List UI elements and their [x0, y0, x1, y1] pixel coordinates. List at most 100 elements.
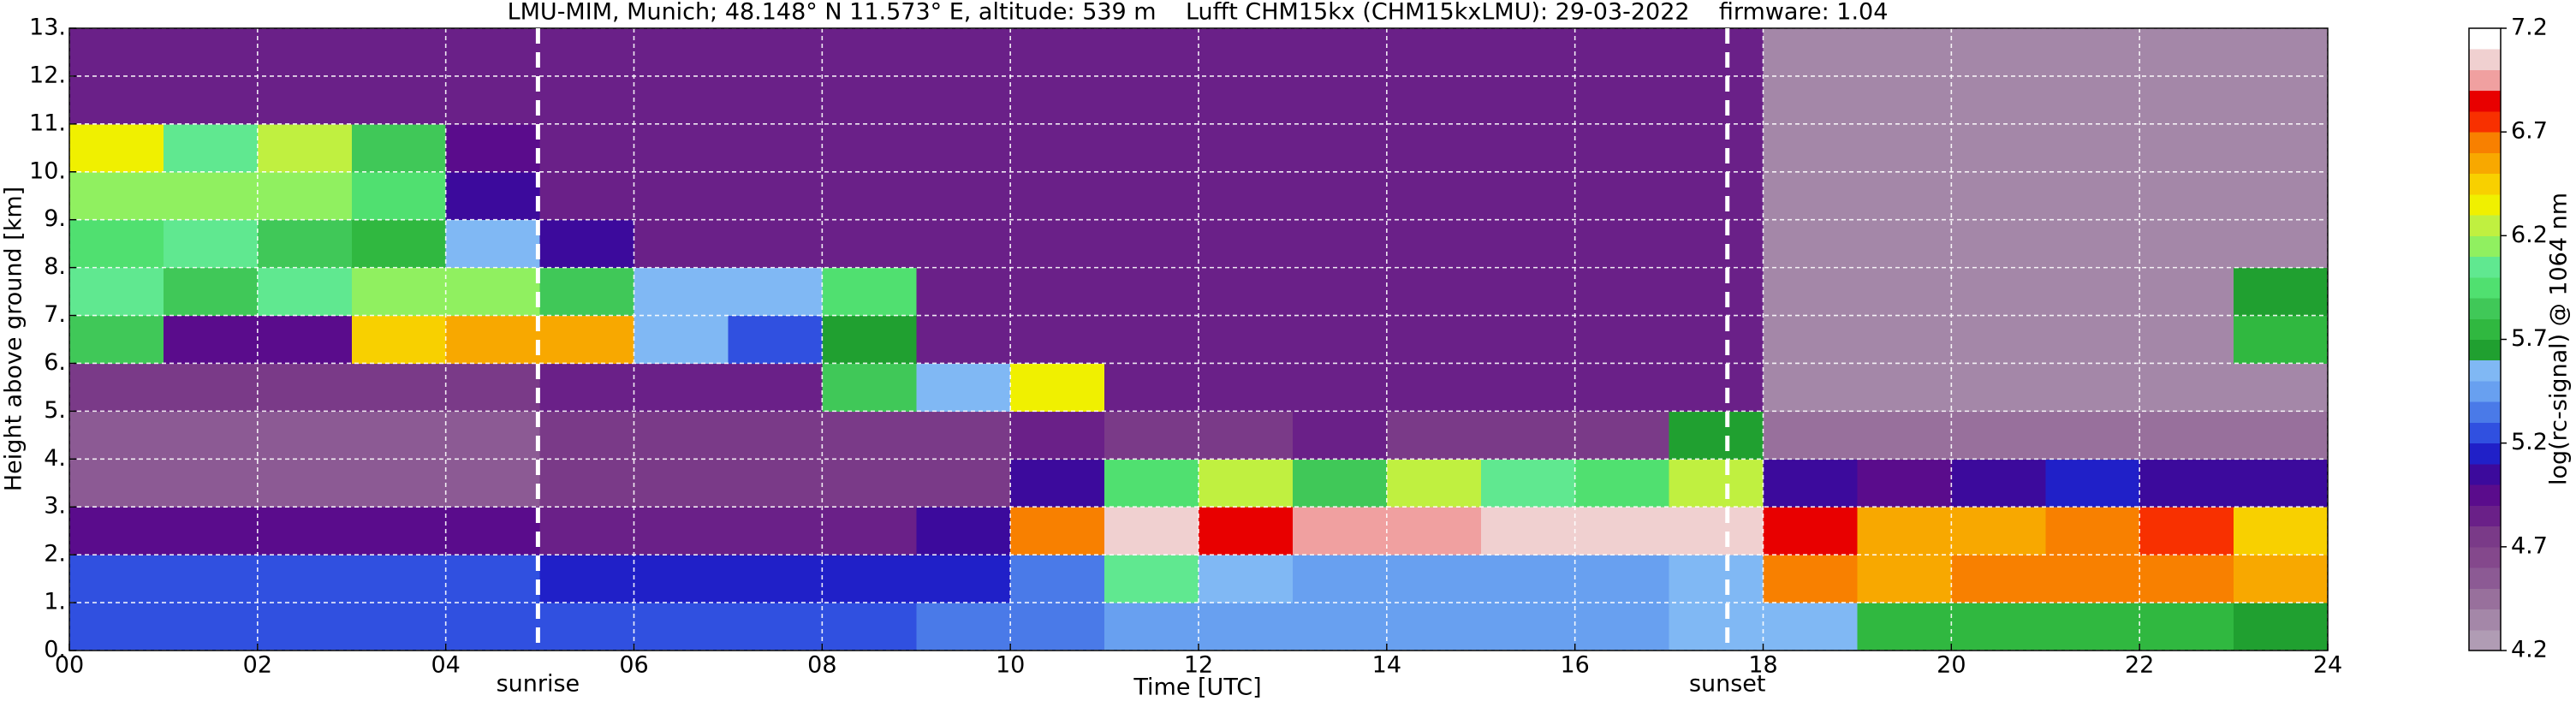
heatmap-cell [916, 171, 1011, 221]
heatmap-cell [728, 75, 823, 125]
heatmap-cell [1763, 28, 1858, 77]
heatmap-cell [2045, 171, 2140, 221]
heatmap-cell [1951, 28, 2046, 77]
heatmap-cell [1763, 459, 1858, 508]
x-axis-label: Time [UTC] [1133, 674, 1261, 701]
heatmap-cell [69, 219, 164, 269]
colorbar-swatch [2469, 526, 2501, 548]
heatmap-cell [445, 75, 541, 125]
heatmap-cell [1104, 219, 1199, 269]
heatmap-cell [1386, 219, 1482, 269]
heatmap-cell [1857, 267, 1952, 317]
heatmap-cell [1951, 123, 2046, 173]
heatmap-cell [1857, 603, 1952, 651]
heatmap-cell [1292, 171, 1388, 221]
heatmap-cell [163, 123, 259, 173]
heatmap-cell [634, 363, 729, 412]
heatmap-cell [2139, 411, 2234, 460]
heatmap-cell [2045, 123, 2140, 173]
heatmap-cell [445, 603, 541, 651]
colorbar-swatch [2469, 110, 2501, 133]
heatmap-cell [2139, 267, 2234, 317]
heatmap-cell [539, 75, 634, 125]
heatmap-cell [257, 459, 353, 508]
heatmap-cell [539, 411, 634, 460]
x-tick-label: 10 [996, 652, 1025, 679]
heatmap-cell [728, 411, 823, 460]
heatmap-cell [2139, 555, 2234, 603]
heatmap-cell [1292, 28, 1388, 77]
heatmap-cell [2139, 315, 2234, 364]
heatmap-cell [2139, 603, 2234, 651]
heatmap-cell [1010, 315, 1105, 364]
heatmap-cell [2139, 75, 2234, 125]
heatmap-cell [822, 555, 917, 603]
heatmap-cell [1386, 123, 1482, 173]
heatmap-cell [2234, 28, 2329, 77]
heatmap-cell [163, 603, 259, 651]
heatmap-cell [539, 363, 634, 412]
heatmap-cell [163, 28, 259, 77]
heatmap-cell [1857, 411, 1952, 460]
heatmap-cell [822, 411, 917, 460]
heatmap-cell [539, 28, 634, 77]
heatmap-cell [1857, 123, 1952, 173]
heatmap-cell [1386, 411, 1482, 460]
heatmap-cell [822, 459, 917, 508]
heatmap-cell [69, 507, 164, 556]
heatmap-cell [2139, 123, 2234, 173]
colorbar-swatch [2469, 609, 2501, 631]
heatmap-cell [2234, 267, 2329, 317]
heatmap-cell [1951, 507, 2046, 556]
heatmap-cell [163, 363, 259, 412]
heatmap-cell [2139, 459, 2234, 508]
heatmap-cell [1574, 363, 1670, 412]
heatmap-cell [1669, 219, 1764, 269]
colorbar-tick-label: 4.7 [2511, 532, 2548, 559]
colorbar-swatch [2469, 193, 2501, 216]
heatmap [69, 28, 2329, 651]
heatmap-cell [2139, 507, 2234, 556]
heatmap-cell [257, 219, 353, 269]
heatmap-cell [728, 28, 823, 77]
heatmap-cell [2234, 507, 2329, 556]
colorbar-swatch [2469, 359, 2501, 382]
heatmap-cell [1857, 555, 1952, 603]
heatmap-cell [728, 459, 823, 508]
heatmap-cell [1199, 459, 1294, 508]
heatmap-cell [728, 267, 823, 317]
heatmap-cell [916, 219, 1011, 269]
heatmap-cell [1480, 315, 1576, 364]
heatmap-cell [1574, 171, 1670, 221]
heatmap-cell [634, 507, 729, 556]
colorbar-swatch [2469, 132, 2501, 153]
heatmap-cell [822, 603, 917, 651]
heatmap-cell [1951, 603, 2046, 651]
heatmap-cell [1480, 411, 1576, 460]
heatmap-cell [1669, 123, 1764, 173]
heatmap-cell [1199, 411, 1294, 460]
heatmap-cell [916, 315, 1011, 364]
heatmap-cell [1480, 123, 1576, 173]
y-tick-label: 5. [44, 397, 66, 424]
heatmap-cell [539, 555, 634, 603]
heatmap-cell [1763, 363, 1858, 412]
heatmap-cell [634, 603, 729, 651]
heatmap-cell [728, 507, 823, 556]
heatmap-cell [916, 411, 1011, 460]
y-tick-label: 12. [29, 62, 66, 88]
heatmap-cell [916, 603, 1011, 651]
heatmap-cell [1669, 28, 1764, 77]
heatmap-cell [2045, 363, 2140, 412]
heatmap-cell [445, 411, 541, 460]
heatmap-cell [351, 219, 447, 269]
heatmap-cell [634, 411, 729, 460]
heatmap-cell [69, 267, 164, 317]
colorbar-label: log(rc-signal) @ 1064 nm [2546, 193, 2573, 485]
heatmap-cell [351, 459, 447, 508]
heatmap-cell [728, 555, 823, 603]
colorbar-swatch [2469, 49, 2501, 70]
heatmap-cell [163, 411, 259, 460]
heatmap-cell [257, 267, 353, 317]
y-tick-label: 9. [44, 205, 66, 232]
